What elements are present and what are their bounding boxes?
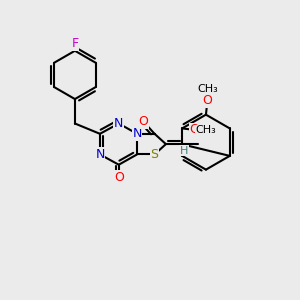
Text: N: N (95, 148, 105, 161)
Text: F: F (71, 37, 79, 50)
Text: O: O (190, 123, 200, 136)
Text: O: O (138, 115, 148, 128)
Text: N: N (114, 117, 124, 130)
Text: CH₃: CH₃ (195, 125, 216, 136)
Text: O: O (202, 94, 212, 107)
Text: S: S (151, 148, 159, 161)
Text: N: N (132, 127, 142, 140)
Text: H: H (180, 146, 188, 156)
Text: O: O (114, 171, 124, 184)
Text: CH₃: CH₃ (197, 84, 218, 94)
